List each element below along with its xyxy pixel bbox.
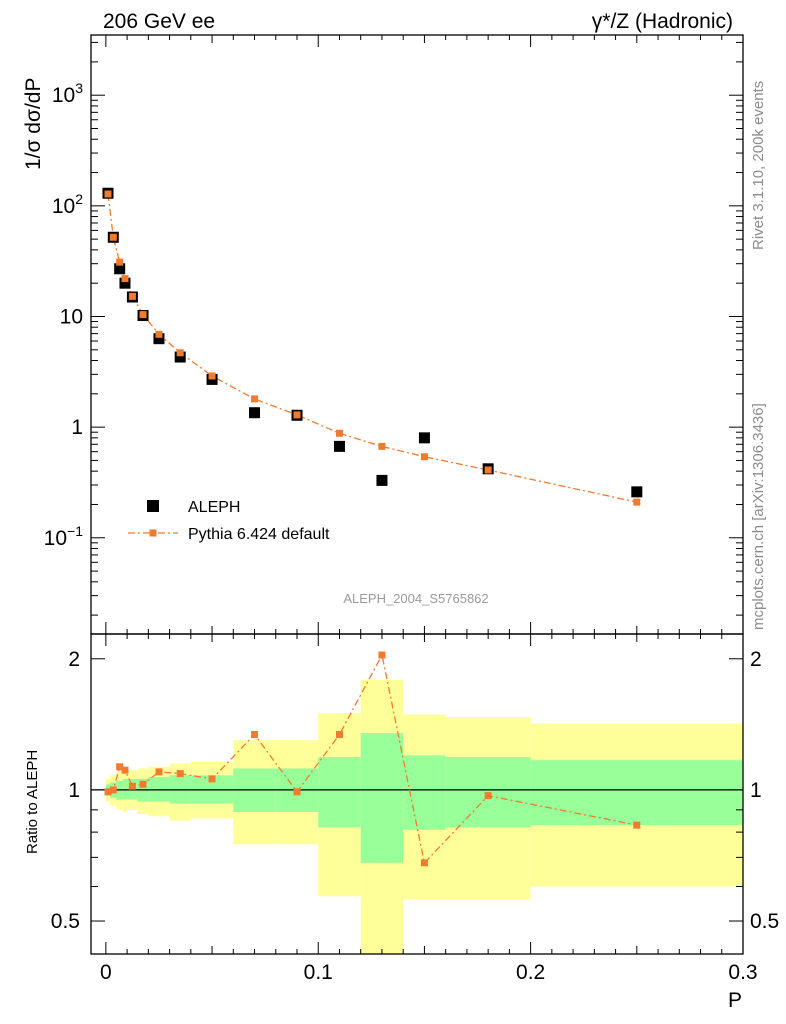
mc-point — [176, 349, 184, 357]
mc-line — [107, 193, 637, 503]
mc-point — [208, 372, 216, 380]
x-tick-label: 0.1 — [304, 961, 333, 984]
ratio-y-tick-label-right: 2 — [750, 648, 762, 671]
ratio-frame-box — [90, 633, 744, 955]
ratio-mc-point — [293, 788, 301, 796]
data-point — [119, 277, 131, 289]
ratio-mc-point — [251, 731, 259, 739]
main-y-tick-label: 102 — [52, 191, 83, 218]
ratio-mc-point — [208, 775, 216, 783]
ratio-frame — [90, 633, 744, 955]
mc-point — [633, 498, 641, 506]
ratio-mc-point — [104, 788, 112, 796]
legend-mc-marker — [149, 529, 157, 537]
band-inner-12 — [360, 733, 404, 863]
ratio-mc-point — [176, 770, 184, 778]
data-point — [174, 351, 186, 363]
mc-point — [155, 330, 163, 338]
mc-point — [335, 429, 343, 437]
ratio-uncertainty-bands — [105, 679, 743, 954]
ratio-mc-point — [116, 763, 124, 771]
ratio-y-axis-label: Ratio to ALEPH — [24, 750, 41, 854]
data-point — [376, 474, 388, 486]
ratio-mc-point — [121, 766, 129, 774]
mc-point — [293, 411, 301, 419]
header-right-label: γ*/Z (Hadronic) — [592, 10, 733, 33]
analysis-tag: ALEPH_2004_S5765862 — [343, 591, 488, 606]
mc-point — [484, 466, 492, 474]
ratio-y-tick-label: 1 — [68, 779, 80, 802]
legend-label: Pythia 6.424 default — [188, 526, 330, 543]
legend-data-marker — [147, 500, 159, 512]
x-axis-label: P — [728, 989, 742, 1012]
mc-point — [420, 453, 428, 461]
data-point — [249, 407, 261, 419]
legend: ALEPH Pythia 6.424 default — [128, 499, 330, 543]
main-series — [102, 187, 643, 506]
header-left-label: 206 GeV ee — [103, 10, 215, 33]
ratio-mc-point — [109, 786, 117, 794]
x-tick-label: 0 — [100, 961, 112, 984]
ratio-mc-point — [128, 782, 136, 790]
main-y-tick-label: 103 — [52, 80, 83, 107]
x-tick-label: 0.2 — [516, 961, 545, 984]
main-frame-box — [90, 34, 744, 635]
main-y-tick-label: 10−1 — [44, 523, 84, 550]
rivet-version-label: Rivet 3.1.10, 200k events — [750, 81, 767, 250]
band-inner-11 — [318, 756, 361, 828]
mc-point — [104, 190, 112, 198]
x-tick-label: 0.3 — [728, 961, 757, 984]
mcplots-reference-label: mcplots.cern.ch [arXiv:1306.3436] — [750, 403, 767, 630]
mc-point — [139, 311, 147, 319]
ratio-tick-labels: 0 0.1 0.2 0.3 0.5 0.5 1 1 2 2 — [51, 648, 779, 984]
data-point — [418, 432, 430, 444]
data-point — [333, 440, 345, 452]
ratio-mc-point — [155, 768, 163, 776]
legend-label: ALEPH — [188, 499, 240, 516]
mc-point — [128, 292, 136, 300]
ratio-panel: 0 0.1 0.2 0.3 0.5 0.5 1 1 2 2 — [51, 633, 779, 984]
ratio-mc-point — [378, 651, 386, 659]
ratio-mc-point — [335, 731, 343, 739]
band-inner-15 — [530, 760, 743, 826]
main-y-tick-label: 1 — [71, 416, 83, 439]
data-point — [114, 263, 126, 275]
ratio-mc-point — [139, 780, 147, 788]
data-point — [631, 486, 643, 498]
ratio-y-tick-label: 2 — [68, 648, 80, 671]
ratio-y-tick-label-right: 1 — [750, 779, 762, 802]
mc-point — [378, 442, 386, 450]
ratio-mc-point — [484, 792, 492, 800]
data-point — [153, 333, 165, 345]
mc-point — [251, 395, 259, 403]
mc-point — [109, 233, 117, 241]
ratio-series — [104, 651, 641, 867]
ratio-y-tick-label: 0.5 — [51, 910, 80, 933]
main-y-axis-label: 1/σ dσ/dP — [22, 78, 45, 170]
main-y-tick-label: 10 — [60, 305, 83, 328]
mc-point — [116, 258, 124, 266]
ratio-mc-point — [420, 859, 428, 867]
main-frame — [90, 34, 744, 635]
ratio-mc-point — [633, 821, 641, 829]
ratio-y-tick-label-right: 0.5 — [750, 910, 779, 933]
band-inner-3 — [122, 778, 128, 800]
mc-point — [121, 275, 129, 283]
